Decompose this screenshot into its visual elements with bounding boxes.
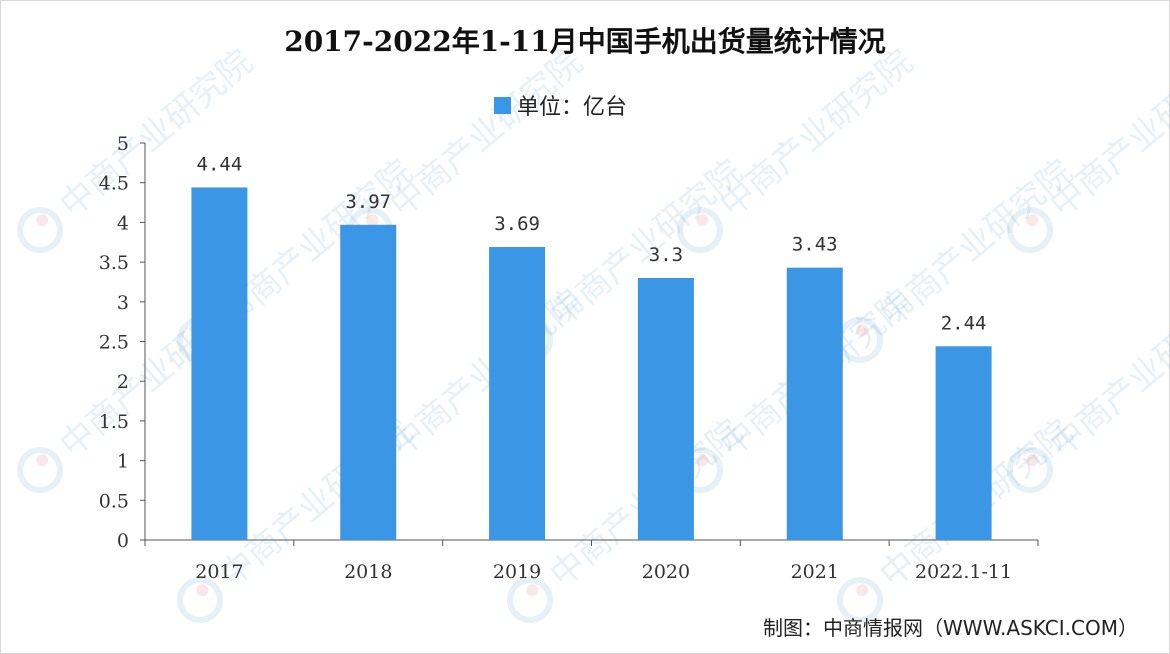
watermark-logo-icon bbox=[1007, 207, 1053, 253]
y-tick-label: 0 bbox=[117, 530, 129, 552]
watermark-logo-dot-icon bbox=[696, 454, 709, 467]
legend-swatch bbox=[494, 96, 511, 114]
source-credit: 制图：中商情报网（WWW.ASKCI.COM） bbox=[763, 616, 1138, 640]
chart-legend: 单位：亿台 bbox=[494, 92, 628, 120]
watermark-logo-icon bbox=[677, 207, 723, 253]
bar bbox=[786, 267, 843, 540]
x-tick-label: 2020 bbox=[642, 561, 690, 583]
watermark-logo-dot-icon bbox=[696, 214, 709, 227]
watermark-logo-icon bbox=[1007, 447, 1053, 493]
watermark-logo-dot-icon bbox=[1026, 214, 1039, 227]
legend-label: 单位：亿台 bbox=[517, 95, 628, 120]
y-tick-label: 5 bbox=[117, 133, 129, 155]
watermark-logo-dot-icon bbox=[856, 324, 869, 337]
watermark-logo-dot-icon bbox=[856, 584, 869, 597]
watermark-logo-icon bbox=[177, 577, 223, 623]
watermark-logo-icon bbox=[17, 207, 63, 253]
y-tick-label: 3.5 bbox=[99, 252, 129, 274]
bar-value-label: 4.44 bbox=[197, 153, 243, 175]
bar-value-label: 3.43 bbox=[792, 234, 838, 256]
watermark-text: 中商产业研究院 bbox=[872, 152, 1080, 336]
y-tick-label: 1 bbox=[117, 451, 129, 473]
chart-labels: 4.44 2017 3.97 2018 3.69 2019 3.3 2020 3.43 2021 2… bbox=[195, 153, 1012, 583]
chart-bars bbox=[191, 187, 992, 541]
watermark-logo-dot-icon bbox=[1026, 454, 1039, 467]
y-tick-label: 4 bbox=[117, 212, 129, 234]
chart-axes: 0 0.5 1 1.5 2 2.5 3 3.5 4 4.5 5 bbox=[99, 133, 1039, 552]
bar bbox=[340, 224, 397, 541]
x-tick-label: 2017 bbox=[195, 561, 243, 583]
watermark-logo-dot-icon bbox=[36, 454, 49, 467]
watermark-text: 中商产业研究院 bbox=[382, 42, 590, 226]
bar bbox=[935, 346, 992, 540]
watermark-logo-icon bbox=[837, 317, 883, 363]
watermark-logo-icon bbox=[17, 447, 63, 493]
y-tick-label: 2 bbox=[117, 371, 129, 393]
watermark-item: 中商产业研究院 bbox=[677, 42, 920, 253]
y-tick-label: 4.5 bbox=[99, 173, 129, 195]
y-tick-label: 3 bbox=[117, 292, 129, 314]
watermark-logo-dot-icon bbox=[36, 214, 49, 227]
bar bbox=[489, 247, 546, 540]
watermark-logo-dot-icon bbox=[526, 584, 539, 597]
x-tick-label: 2018 bbox=[344, 561, 392, 583]
bar-value-label: 3.3 bbox=[649, 244, 683, 266]
y-tick-label: 2.5 bbox=[99, 332, 129, 354]
watermark-logo-dot-icon bbox=[196, 584, 209, 597]
bar-value-label: 3.69 bbox=[494, 213, 540, 235]
y-tick-label: 1.5 bbox=[99, 411, 129, 433]
x-tick-label: 2019 bbox=[493, 561, 541, 583]
bar bbox=[191, 187, 248, 541]
bar-value-label: 3.97 bbox=[345, 191, 391, 213]
bar-value-label: 2.44 bbox=[941, 312, 987, 334]
watermark-logo-dot-icon bbox=[366, 214, 379, 227]
watermark-logo-icon bbox=[837, 577, 883, 623]
bar bbox=[637, 277, 694, 540]
watermark-logo-icon bbox=[507, 577, 553, 623]
x-tick-label: 2022.1-11 bbox=[915, 561, 1012, 583]
y-tick-label: 0.5 bbox=[99, 490, 129, 512]
chart-title: 2017-2022年1-11月中国手机出货量统计情况 bbox=[284, 25, 886, 58]
watermark-text: 中商产业研究院 bbox=[712, 42, 920, 226]
x-tick-label: 2021 bbox=[791, 561, 839, 583]
